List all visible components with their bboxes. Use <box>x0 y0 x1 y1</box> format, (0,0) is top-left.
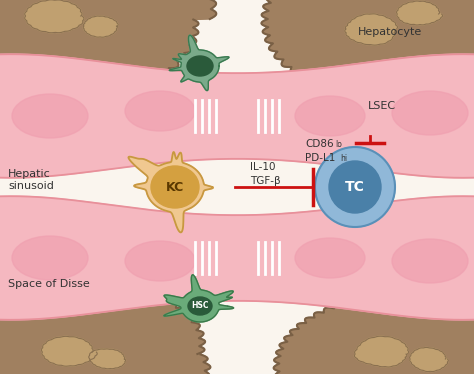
Text: Space of Disse: Space of Disse <box>8 279 90 289</box>
Polygon shape <box>164 275 234 322</box>
Ellipse shape <box>188 297 212 315</box>
Ellipse shape <box>125 91 195 131</box>
Text: PD-L1: PD-L1 <box>305 153 336 163</box>
Text: hi: hi <box>340 154 347 163</box>
Ellipse shape <box>187 56 213 76</box>
Polygon shape <box>345 14 398 45</box>
Polygon shape <box>0 0 216 98</box>
Text: Hepatocyte: Hepatocyte <box>358 27 422 37</box>
Polygon shape <box>0 54 474 178</box>
Text: KC: KC <box>166 181 184 193</box>
Polygon shape <box>89 349 126 369</box>
Polygon shape <box>41 336 97 366</box>
Text: CD86: CD86 <box>305 139 334 149</box>
Text: TGF-β: TGF-β <box>250 176 281 186</box>
Polygon shape <box>25 0 84 33</box>
Text: IL-10: IL-10 <box>250 162 275 172</box>
Polygon shape <box>262 0 474 103</box>
Ellipse shape <box>392 91 468 135</box>
Ellipse shape <box>12 94 88 138</box>
Ellipse shape <box>329 161 381 213</box>
Polygon shape <box>83 16 118 37</box>
Text: lo: lo <box>335 140 342 149</box>
Ellipse shape <box>392 239 468 283</box>
Text: sinusoid: sinusoid <box>8 181 54 191</box>
Polygon shape <box>355 336 409 367</box>
Ellipse shape <box>125 241 195 281</box>
Ellipse shape <box>151 166 199 208</box>
Text: Hepatic: Hepatic <box>8 169 51 179</box>
Polygon shape <box>0 288 210 374</box>
Polygon shape <box>397 1 443 25</box>
Text: LSEC: LSEC <box>368 101 396 111</box>
Text: TC: TC <box>345 180 365 194</box>
Polygon shape <box>169 35 229 91</box>
Ellipse shape <box>12 236 88 280</box>
Text: HSC: HSC <box>191 301 209 310</box>
Ellipse shape <box>315 147 395 227</box>
Polygon shape <box>410 347 448 371</box>
Polygon shape <box>0 196 474 320</box>
Polygon shape <box>128 152 213 232</box>
Polygon shape <box>273 294 474 374</box>
Ellipse shape <box>295 238 365 278</box>
Ellipse shape <box>295 96 365 136</box>
